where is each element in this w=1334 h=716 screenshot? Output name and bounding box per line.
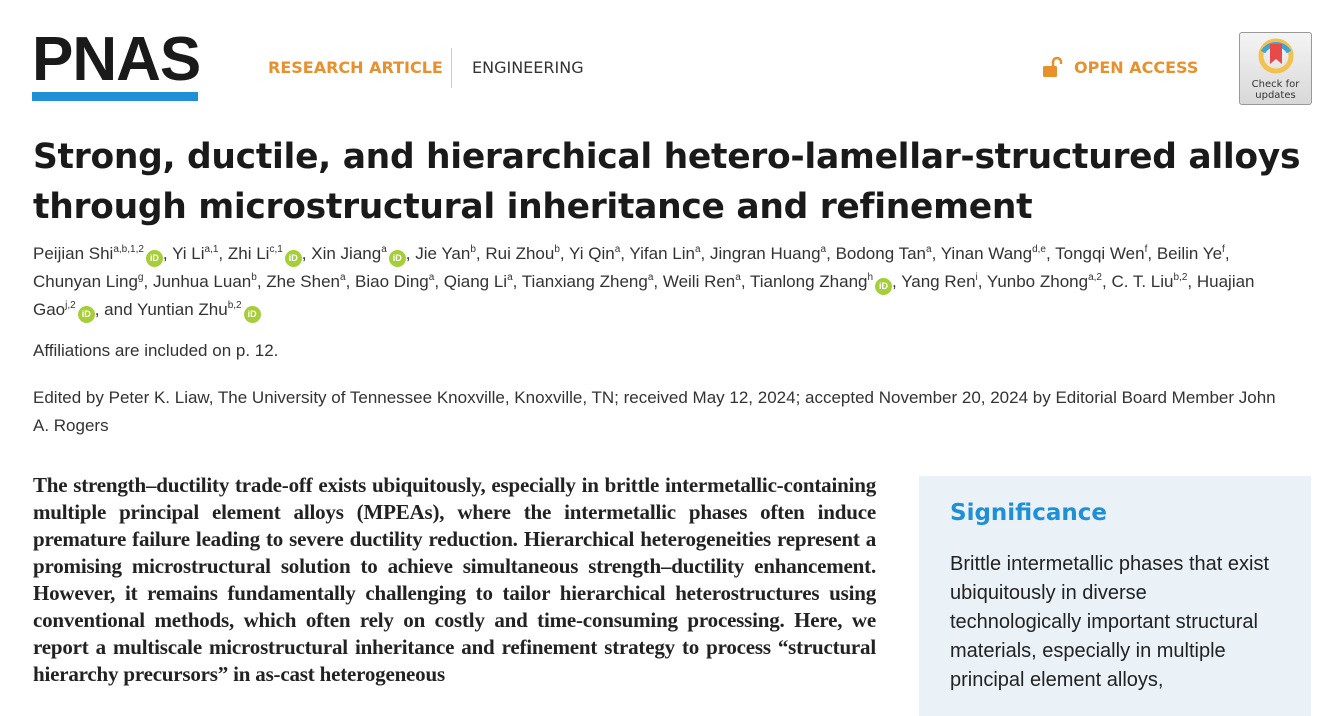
author-name[interactable]: Yi Li [172, 244, 205, 263]
author-name[interactable]: Qiang Li [443, 272, 508, 291]
author-name[interactable]: Zhe Shen [266, 272, 341, 291]
author-affiliation-sup: h [867, 272, 874, 283]
author-name[interactable]: Chunyan Ling [33, 272, 138, 291]
author-name[interactable]: Tianxiang Zheng [521, 272, 648, 291]
author-name[interactable]: Xin Jiang [311, 244, 382, 263]
author-name[interactable]: Yunbo Zhong [986, 272, 1089, 291]
author-name[interactable]: Peijian Shi [33, 244, 114, 263]
open-access-badge: OPEN ACCESS [1042, 56, 1198, 78]
author-name[interactable]: Huajian Gao [33, 272, 1255, 319]
orcid-icon[interactable]: iD [875, 278, 893, 295]
article-title: Strong, ductile, and hierarchical hetero… [33, 137, 1301, 227]
orcid-icon[interactable]: iD [388, 250, 406, 267]
abstract: The strength–ductility trade-off exists … [33, 473, 876, 686]
author-name[interactable]: Yi Qin [569, 244, 615, 263]
author-list: Peijian Shia,b,1,2iD, Yi Lia,1, Zhi Lic,… [33, 240, 1293, 324]
author-name[interactable]: Tianlong Zhang [749, 272, 868, 291]
author-affiliation-sup: a [507, 272, 513, 283]
open-lock-icon [1043, 56, 1063, 77]
author-name[interactable]: Tongqi Wen [1055, 244, 1145, 263]
orcid-icon[interactable]: iD [77, 306, 95, 323]
author-affiliation-sup: f [1144, 244, 1148, 255]
significance-text: Brittle intermetallic phases that exist … [950, 553, 1270, 691]
open-access-label: OPEN ACCESS [1074, 57, 1199, 77]
author-affiliation-sup: a [381, 244, 387, 255]
author-name[interactable]: Beilin Ye [1156, 244, 1223, 263]
author-affiliation-sup: f [1222, 244, 1225, 255]
author-affiliation-sup: g [137, 272, 144, 283]
section-link[interactable]: ENGINEERING [472, 58, 584, 77]
author-name[interactable]: Yifan Lin [629, 244, 695, 263]
author-name[interactable]: Jingran Huang [709, 244, 821, 263]
author-name[interactable]: Rui Zhou [485, 244, 555, 263]
author-name[interactable]: Junhua Luan [152, 272, 252, 291]
author-affiliation-sup: a,2 [1088, 272, 1102, 283]
author-name[interactable]: Weili Ren [662, 272, 736, 291]
author-affiliation-sup: a [647, 272, 654, 283]
author-affiliation-sup: j,2 [65, 300, 76, 311]
author-affiliation-sup: a [340, 272, 346, 283]
author-affiliation-sup: b [470, 244, 476, 255]
author-affiliation-sup: i [975, 272, 978, 283]
author-affiliation-sup: a [694, 244, 701, 255]
author-name[interactable]: Jie Yan [415, 244, 471, 263]
logo-underline [32, 92, 198, 101]
author-name[interactable]: Bodong Tan [835, 244, 926, 263]
author-name[interactable]: Yang Ren [901, 272, 976, 291]
author-affiliation-sup: a [428, 272, 435, 283]
orcid-icon[interactable]: iD [284, 250, 302, 267]
editor-info: Edited by Peter K. Liaw, The University … [33, 388, 1276, 435]
author-affiliation-sup: a [614, 244, 621, 255]
logo-text: PNAS [32, 25, 201, 94]
author-affiliation-sup: c,1 [269, 244, 283, 255]
author-affiliation-sup: b [251, 272, 257, 283]
significance-box: Significance Brittle intermetallic phase… [919, 476, 1311, 716]
author-affiliation-sup: b,2 [227, 300, 242, 311]
author-affiliation-sup: a [926, 244, 932, 255]
author-name[interactable]: C. T. Liu [1111, 272, 1174, 291]
crossmark-icon [1258, 38, 1293, 74]
header-divider [451, 48, 452, 88]
author-affiliation-sup: b,2 [1173, 272, 1188, 283]
affiliations-note[interactable]: Affiliations are included on p. 12. [33, 341, 279, 360]
author-name[interactable]: Yinan Wang [940, 244, 1033, 263]
orcid-icon[interactable]: iD [145, 250, 163, 267]
author-affiliation-sup: a,b,1,2 [113, 244, 144, 255]
author-affiliation-sup: d,e [1032, 244, 1046, 255]
author-affiliation-sup: b [554, 244, 560, 255]
author-affiliation-sup: a [820, 244, 827, 255]
author-name[interactable]: Yuntian Zhu [136, 300, 228, 319]
check-for-updates-label: Check for updates [1251, 79, 1300, 101]
author-name[interactable]: Biao Ding [355, 272, 429, 291]
pnas-logo[interactable]: PNAS [32, 25, 201, 101]
article-type-label: RESEARCH ARTICLE [268, 58, 443, 77]
significance-heading: Significance [950, 500, 1107, 526]
author-affiliation-sup: a,1 [204, 244, 219, 255]
check-for-updates-button[interactable]: Check for updates [1239, 32, 1312, 105]
author-name[interactable]: Zhi Li [227, 244, 270, 263]
orcid-icon[interactable]: iD [243, 306, 261, 323]
author-affiliation-sup: a [735, 272, 741, 283]
